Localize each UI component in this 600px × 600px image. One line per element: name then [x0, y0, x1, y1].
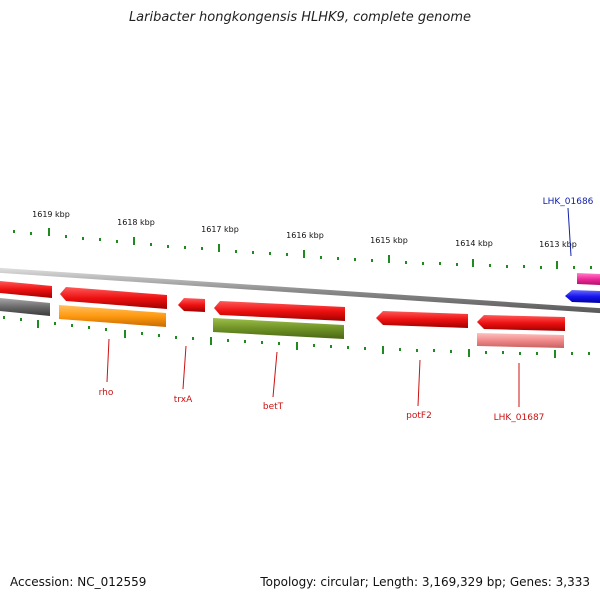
leader-LHK_01686	[567, 207, 572, 257]
gene-label-rho[interactable]: rho	[99, 388, 114, 398]
kbp-label-1613: 1613 kbp	[539, 240, 577, 249]
gene-trxA[interactable]	[178, 298, 205, 312]
gene-label-potF2[interactable]: potF2	[406, 411, 432, 421]
genome-backbone	[0, 267, 600, 314]
gene-LHK_01687[interactable]	[477, 315, 565, 331]
reverse-strand-genes	[0, 281, 600, 331]
gene-rho[interactable]	[60, 287, 167, 309]
gene-feature-red-left[interactable]	[0, 281, 52, 298]
inner-tick-scale	[3, 316, 590, 358]
leader-trxA	[182, 345, 187, 390]
kbp-label-1617: 1617 kbp	[201, 225, 239, 234]
gene-labels: rho trxA betT potF2 LHK_01687 LHK_01686	[99, 197, 594, 423]
kbp-label-1616: 1616 kbp	[286, 231, 324, 240]
map-title: Laribacter hongkongensis HLHK9, complete…	[128, 10, 472, 25]
gene-label-trxA[interactable]: trxA	[174, 395, 193, 405]
gene-label-LHK_01686[interactable]: LHK_01686	[543, 197, 594, 207]
kbp-label-1614: 1614 kbp	[455, 239, 493, 248]
kbp-labels: 1619 kbp 1618 kbp 1617 kbp 1616 kbp 1615…	[32, 210, 577, 249]
gene-betT[interactable]	[214, 301, 345, 321]
gene-label-leaders	[106, 207, 572, 407]
cog-feature-grey[interactable]	[0, 298, 50, 316]
cog-feature-olive[interactable]	[213, 318, 344, 339]
gene-feature-magenta[interactable]	[577, 273, 600, 285]
kbp-label-1618: 1618 kbp	[117, 218, 155, 227]
genome-summary-text: Topology: circular; Length: 3,169,329 bp…	[260, 575, 590, 589]
cog-feature-orange[interactable]	[59, 305, 166, 327]
gene-potF2[interactable]	[376, 311, 468, 328]
gene-label-betT[interactable]: betT	[263, 402, 284, 412]
gene-LHK_01686[interactable]	[565, 290, 600, 303]
leader-betT	[272, 351, 278, 398]
reverse-strand-cog-row	[0, 298, 564, 348]
forward-strand-genes	[577, 273, 600, 285]
leader-potF2	[417, 359, 421, 407]
cog-feature-pink[interactable]	[477, 333, 564, 348]
kbp-label-1619: 1619 kbp	[32, 210, 70, 219]
outer-tick-scale	[13, 228, 592, 269]
kbp-label-1615: 1615 kbp	[370, 236, 408, 245]
leader-rho	[106, 338, 110, 383]
accession-text: Accession: NC_012559	[10, 575, 147, 589]
gene-label-LHK_01687[interactable]: LHK_01687	[494, 413, 545, 423]
